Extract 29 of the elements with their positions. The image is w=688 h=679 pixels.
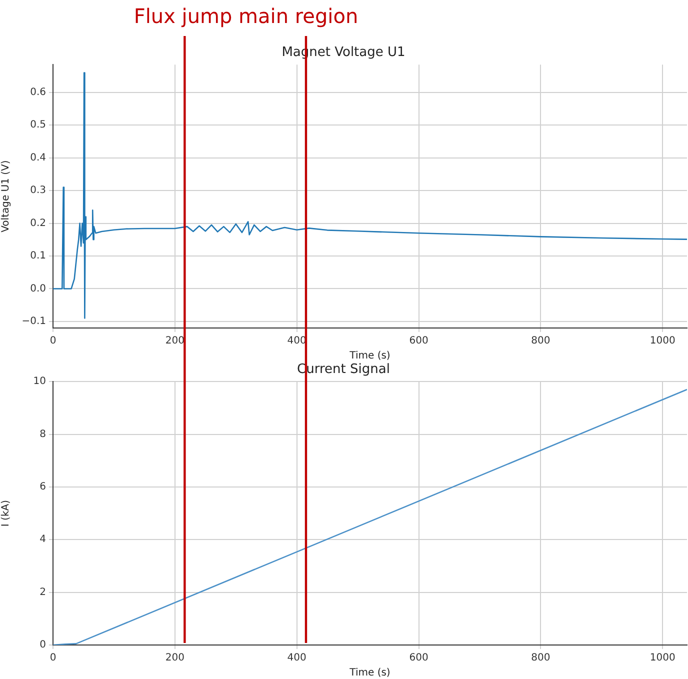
y-tick-label: 0.4 [30, 152, 46, 164]
y-tick-label: 4 [40, 534, 46, 546]
y-tick-label: 0.3 [30, 185, 46, 196]
y-tick-label: 6 [40, 482, 46, 493]
x-tick-label: 600 [409, 652, 428, 664]
x-tick-label: 800 [531, 336, 550, 347]
x-tick-label: 0 [50, 336, 56, 347]
y-axis-title: Voltage U1 (V) [0, 160, 12, 232]
text: Flux jump main region [134, 4, 358, 28]
y-tick-label: −0.1 [22, 316, 46, 328]
y-tick-label: 10 [33, 376, 46, 388]
x-tick-label: 0 [50, 652, 56, 664]
y-tick-label: 0.5 [30, 120, 46, 131]
y-tick-label: 0.1 [30, 250, 46, 262]
x-axis-title: Time (s) [348, 350, 390, 362]
y-tick-label: 0.6 [30, 87, 46, 98]
x-tick-label: 1000 [650, 336, 676, 347]
x-tick-label: 400 [287, 652, 306, 664]
x-tick-label: 800 [531, 652, 550, 664]
y-axis-title: I (kA) [0, 500, 12, 527]
y-tick-label: 8 [40, 428, 46, 440]
y-tick-label: 0 [40, 640, 46, 651]
y-tick-label: 0.0 [30, 283, 46, 294]
y-tick-label: 0.2 [30, 218, 46, 229]
x-tick-label: 200 [165, 652, 184, 664]
x-tick-label: 600 [409, 336, 428, 347]
x-axis-title: Time (s) [348, 668, 390, 679]
x-tick-label: 1000 [650, 652, 676, 664]
y-tick-label: 2 [40, 586, 46, 598]
